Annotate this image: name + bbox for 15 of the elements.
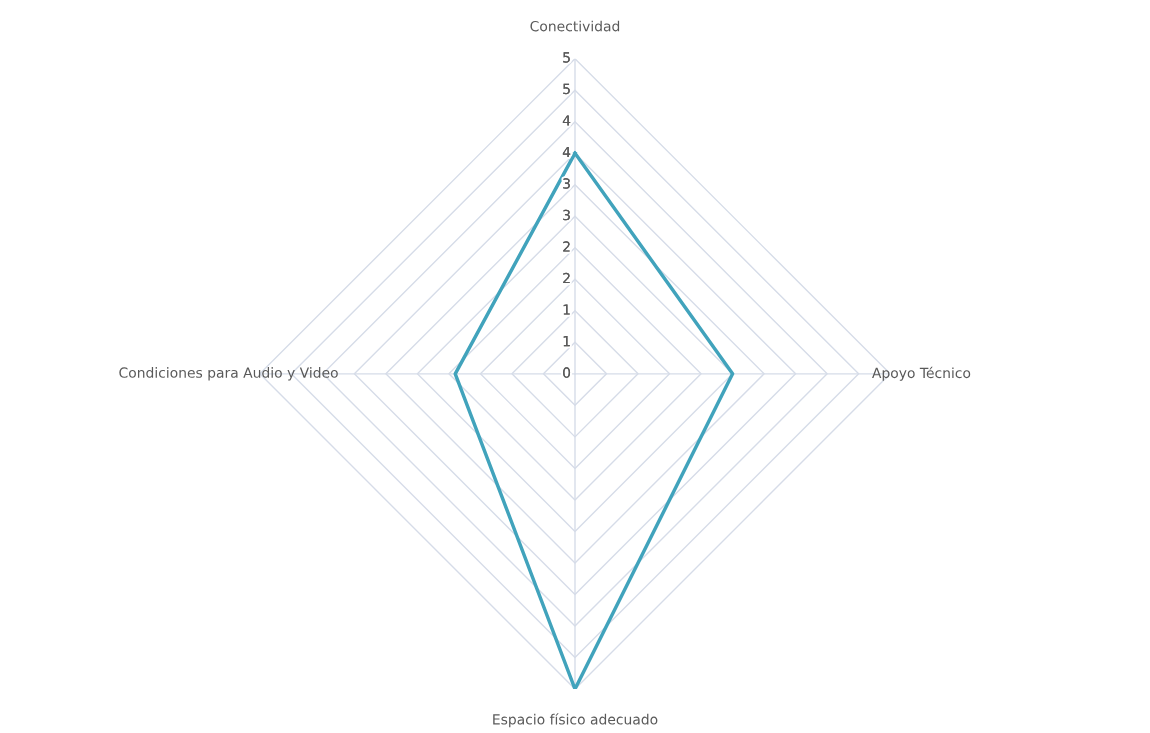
spoke-label: Condiciones para Audio y Video [119, 367, 338, 381]
y-tick-label: 3 [563, 209, 570, 221]
y-tick-label: 0 [563, 367, 571, 378]
y-tick-label: 2 [563, 241, 570, 252]
spoke-label: Apoyo Técnico [872, 366, 971, 381]
y-tick-label: 1 [563, 304, 570, 315]
y-tick-label: 2 [563, 272, 570, 284]
y-tick-label: 4 [562, 115, 571, 126]
y-tick-label: 4 [562, 146, 571, 158]
spoke-label: Conectividad [530, 20, 620, 32]
y-tick-label: 5 [563, 83, 570, 95]
spoke-label: Espacio físico adecuado [493, 713, 658, 728]
y-tick-label: 3 [563, 178, 570, 189]
y-tick-label: 1 [563, 336, 570, 347]
y-tick-label: 5 [563, 52, 570, 63]
